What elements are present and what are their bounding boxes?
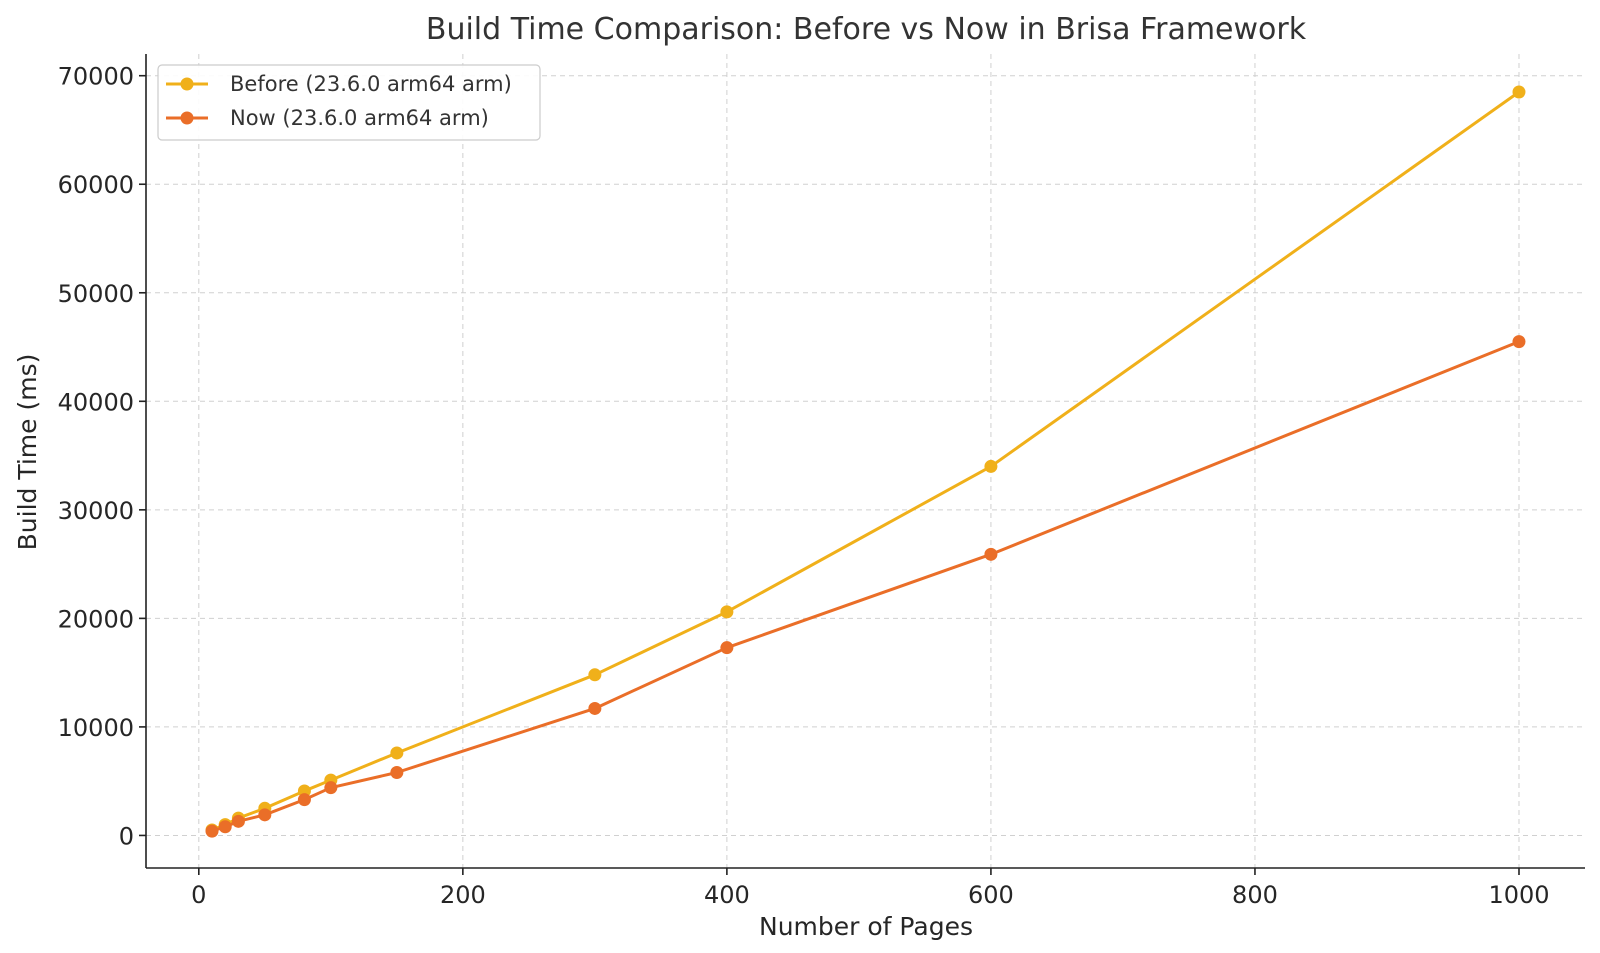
axes [145,54,1585,869]
y-tick-label: 50000 [58,280,134,308]
y-axis-label: Build Time (ms) [13,354,42,551]
data-point [984,459,998,473]
y-tick-label: 20000 [58,605,134,633]
y-tick-label: 70000 [58,63,134,91]
legend-marker [180,111,194,125]
data-point [1512,85,1526,99]
data-point [390,765,404,779]
legend-item: Now (23.6.0 arm64 arm) [166,106,489,130]
legend-label: Now (23.6.0 arm64 arm) [230,106,489,130]
y-tick-label: 0 [119,822,134,850]
data-point [390,746,404,760]
data-point [231,814,245,828]
x-axis-label: Number of Pages [759,912,973,941]
y-tick-label: 10000 [58,714,134,742]
legend: Before (23.6.0 arm64 arm) Now (23.6.0 arm… [157,64,541,141]
data-point [588,668,602,682]
series-line [210,90,1521,832]
data-point [218,820,232,834]
ticks: 0 200 400 600 800 100001000020000300004000050… [58,63,1550,909]
data-point [1512,335,1526,349]
legend-marker [180,77,194,91]
x-tick-label: 600 [968,881,1014,909]
x-tick-label: 400 [704,881,750,909]
y-tick-label: 40000 [58,388,134,416]
y-tick-label: 30000 [58,497,134,525]
y-tick-label: 60000 [58,171,134,199]
series-now [205,335,1526,838]
data-point [258,808,272,822]
x-tick-label: 200 [440,881,486,909]
series-layer [205,85,1526,838]
data-point [984,547,998,561]
data-point [720,641,734,655]
chart-title: Build Time Comparison: Before vs Now in … [426,12,1307,47]
data-point [588,701,602,715]
x-tick-label: 0 [191,881,206,909]
series-line [210,340,1521,833]
legend-label: Before (23.6.0 arm64 arm) [230,72,512,96]
data-point [297,793,311,807]
x-tick-label: 800 [1232,881,1278,909]
grid [146,54,1585,868]
data-point [324,781,338,795]
legend-box [157,64,541,141]
series-before [205,85,1526,837]
x-tick-label: 1000 [1488,881,1549,909]
legend-item: Before (23.6.0 arm64 arm) [166,72,512,96]
data-point [205,824,219,838]
data-point [720,605,734,619]
